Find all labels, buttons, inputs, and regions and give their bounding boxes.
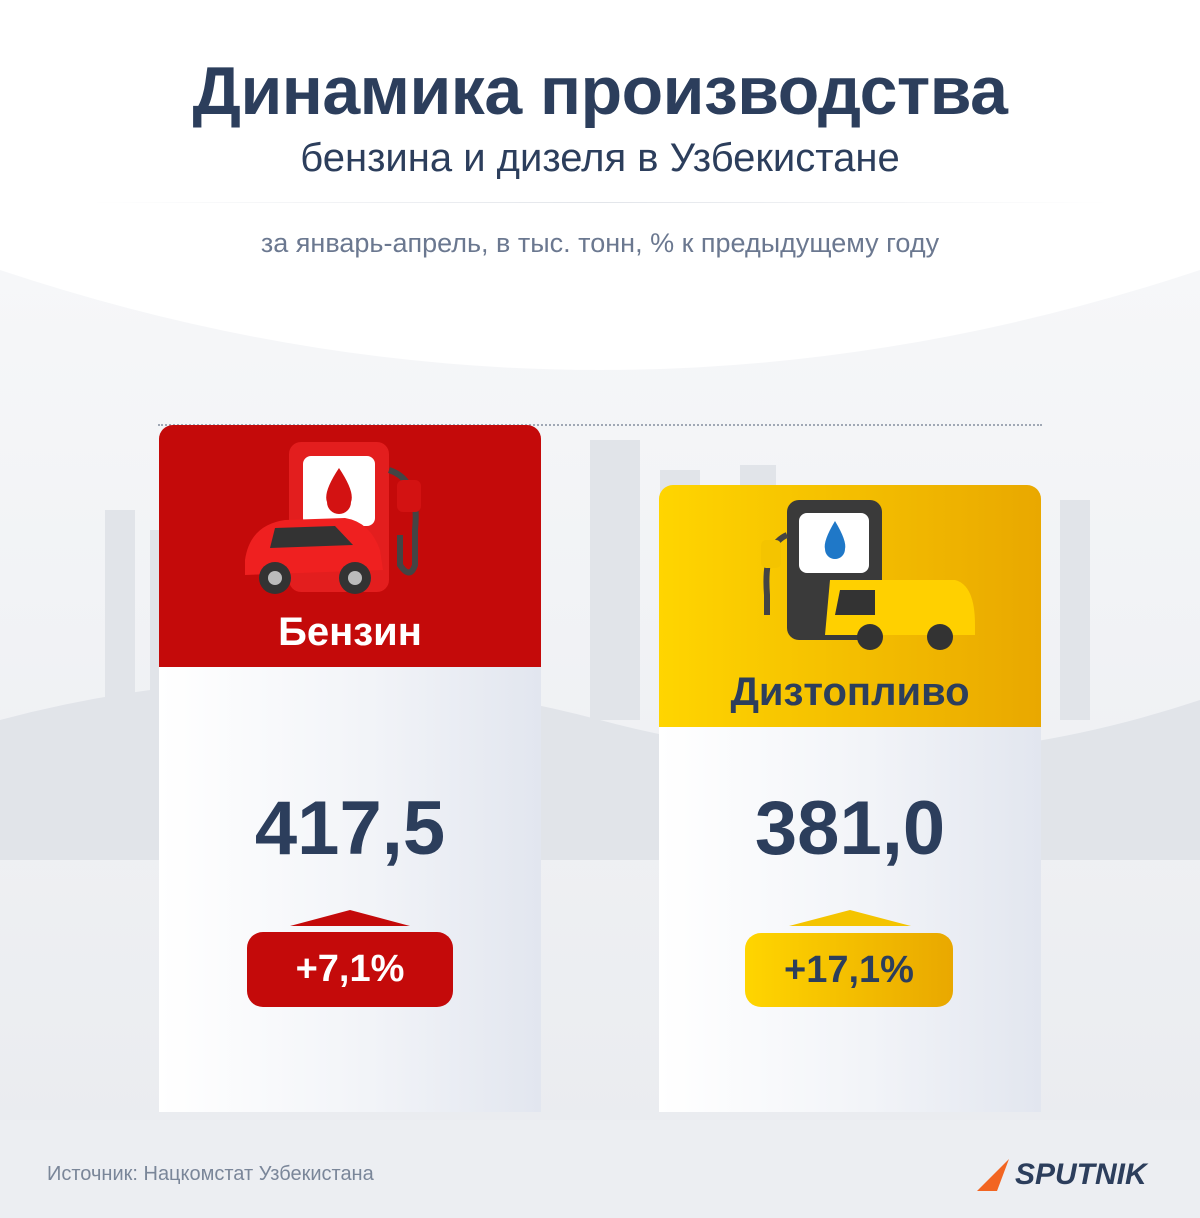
change-badge: +7,1% [247,932,453,1007]
source: Источник: Нацкомстат Узбекистана [47,1163,374,1185]
change-label: +7,1% [295,948,405,990]
gasoline-icon [245,442,421,594]
diesel-icon [761,500,975,650]
note: за январь-апрель, в тыс. тонн, % к преды… [260,228,940,258]
change-badge: +17,1% [745,933,953,1007]
divider [90,202,1110,203]
card-body [159,667,541,1112]
up-arrow [290,910,410,926]
logo: SPUTNIK [1015,1158,1147,1191]
card-value: 381,0 [754,786,946,871]
change-label: +17,1% [784,948,914,991]
logo-mark [977,1159,1009,1191]
card-value: 417,5 [254,786,446,871]
subtitle: бензина и дизеля в Узбекистане [300,136,900,180]
card-label: Дизтопливо [730,670,970,714]
up-arrow [789,910,911,926]
title: Динамика производства [192,53,1008,129]
dotted-line [158,424,1042,426]
card-label: Бензин [278,610,422,654]
